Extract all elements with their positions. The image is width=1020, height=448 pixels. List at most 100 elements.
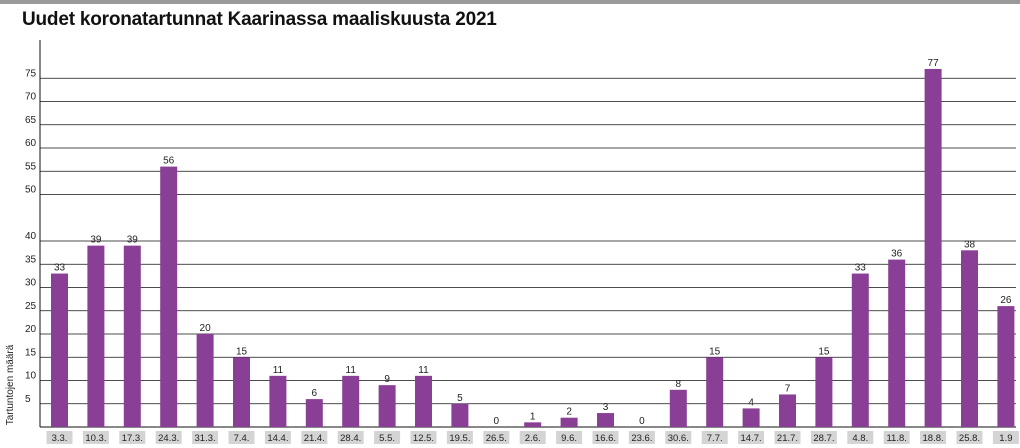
bar-value-label: 38 [964,239,976,250]
bar [706,357,724,427]
top-rule [0,0,1020,4]
bar-value-label: 2 [566,407,572,418]
y-tick-label: 50 [25,185,37,196]
y-tick-label: 10 [25,371,37,382]
x-category-label: 16.6. [595,433,616,444]
bar [924,68,942,427]
y-tick-label: 70 [25,92,37,103]
category-label-box [119,431,146,444]
y-tick-label: 65 [25,115,37,126]
category-label-box [883,431,910,444]
y-tick-label: 20 [25,324,37,335]
bar-value-label: 0 [494,416,500,427]
bar-value-label: 26 [1000,295,1012,306]
category-label-box [774,431,801,444]
category-label-box [847,431,874,444]
category-label-box [155,431,182,444]
bar [415,375,432,427]
bar [233,357,250,427]
y-tick-label: 75 [25,68,37,79]
bar-value-label: 5 [457,393,463,404]
bar-value-label: 33 [54,263,66,274]
bar-value-label: 7 [785,383,791,394]
x-category-label: 7.7. [707,433,723,444]
category-label-box [810,431,837,444]
bar [451,403,469,427]
x-category-label: 31.3. [195,433,216,444]
bar-value-label: 11 [346,365,357,376]
x-category-label: 12.5. [413,433,434,444]
bar-value-label: 11 [273,365,284,376]
bar [87,245,105,427]
x-category-label: 28.4. [340,433,361,444]
x-category-label: 7.4. [234,433,250,444]
category-label-box [228,431,255,444]
x-category-label: 26.5. [486,433,507,444]
x-category-label: 17.3. [122,433,143,444]
bar [779,394,796,427]
category-label-box [592,431,619,444]
bar [742,408,760,427]
category-label-box [519,431,546,444]
y-tick-label: 5 [25,394,31,405]
category-label-box [956,431,983,444]
bar [196,334,214,427]
category-label-box [738,431,765,444]
y-axis-label: Tartuntojen määrä [5,344,16,425]
bar-value-label: 8 [676,379,682,390]
x-category-label: 11.8. [886,433,906,444]
x-category-label: 1.9 [999,433,1012,444]
bar [669,389,687,427]
y-tick-label: 55 [25,161,37,172]
category-label-box [301,431,328,444]
bar [342,375,360,427]
category-label-box [337,431,364,444]
bar-value-label: 4 [748,397,754,408]
x-category-label: 14.4. [267,433,288,444]
bar-value-label: 39 [90,235,102,246]
y-tick-label: 30 [25,278,37,289]
x-category-label: 25.8. [959,433,980,444]
x-category-label: 5.5. [379,433,395,444]
bar-value-label: 33 [855,263,867,274]
category-label-box [264,431,291,444]
x-category-label: 10.3. [85,433,106,444]
bar-value-label: 9 [384,374,390,385]
x-category-label: 18.8. [923,433,944,444]
bar [378,385,396,427]
category-label-box [410,431,437,444]
bar [524,422,542,427]
bar [123,245,141,427]
bar-value-label: 20 [200,323,212,334]
bar [597,413,614,427]
category-label-box [628,431,655,444]
x-category-label: 4.8. [852,433,868,444]
x-category-label: 30.6. [668,433,689,444]
x-category-label: 23.6. [631,433,652,444]
x-category-label: 14.7. [741,433,762,444]
bar-value-label: 6 [312,388,318,399]
category-label-box [46,431,73,444]
bar-value-label: 15 [818,346,830,357]
x-category-label: 9.6. [561,433,577,444]
bar-value-label: 15 [236,346,248,357]
category-label-box [192,431,219,444]
bar-value-label: 39 [127,235,139,246]
y-tick-label: 25 [25,301,37,312]
bar-value-label: 1 [530,411,536,422]
x-category-label: 24.3. [158,433,179,444]
chart-title: Uudet koronatartunnat Kaarinassa maalisk… [22,9,497,30]
bar [961,250,978,427]
bar-value-label: 11 [418,365,429,376]
bar [305,399,323,427]
x-category-label: 21.7. [777,433,798,444]
y-tick-label: 60 [25,138,37,149]
bar [269,375,287,427]
bar-value-label: 77 [928,58,940,69]
bar-value-label: 15 [709,346,721,357]
bar [851,273,869,427]
bar-value-label: 0 [639,416,645,427]
bar-value-label: 56 [163,156,175,167]
bar [160,166,178,427]
